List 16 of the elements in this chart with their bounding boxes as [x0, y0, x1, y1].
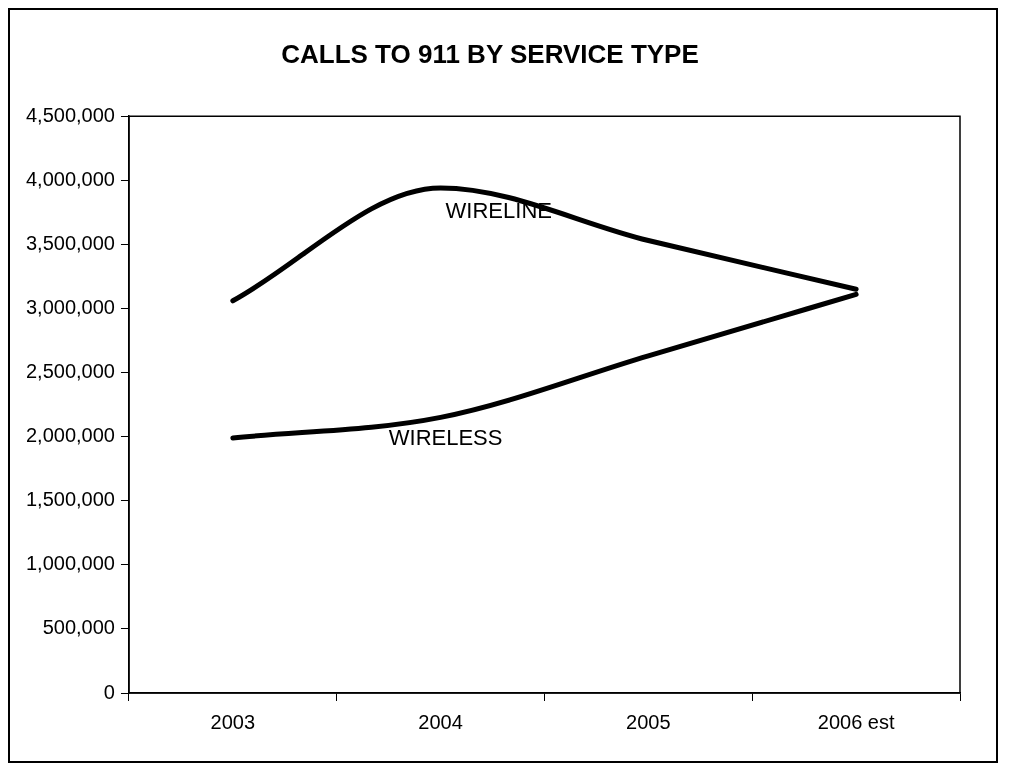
- y-tick-label: 0: [103, 680, 115, 703]
- y-tick-label: 1,000,000: [25, 552, 115, 575]
- chart-title: CALLS TO 911 BY SERVICE TYPE: [281, 38, 699, 69]
- x-tick-label: 2006 est: [817, 710, 895, 733]
- x-tick-label: 2005: [626, 710, 671, 733]
- x-tick-label: 2004: [418, 710, 463, 733]
- y-tick-label: 500,000: [42, 616, 115, 639]
- y-tick-label: 3,500,000: [25, 231, 115, 254]
- y-tick-label: 4,000,000: [25, 167, 115, 190]
- y-tick-label: 4,500,000: [25, 103, 115, 126]
- y-tick-label: 3,000,000: [25, 295, 115, 318]
- series-label: WIRELESS: [388, 425, 503, 451]
- y-tick-label: 1,500,000: [25, 488, 115, 511]
- y-tick-label: 2,500,000: [25, 360, 115, 383]
- y-tick-label: 2,000,000: [25, 424, 115, 447]
- x-tick-label: 2003: [210, 710, 256, 733]
